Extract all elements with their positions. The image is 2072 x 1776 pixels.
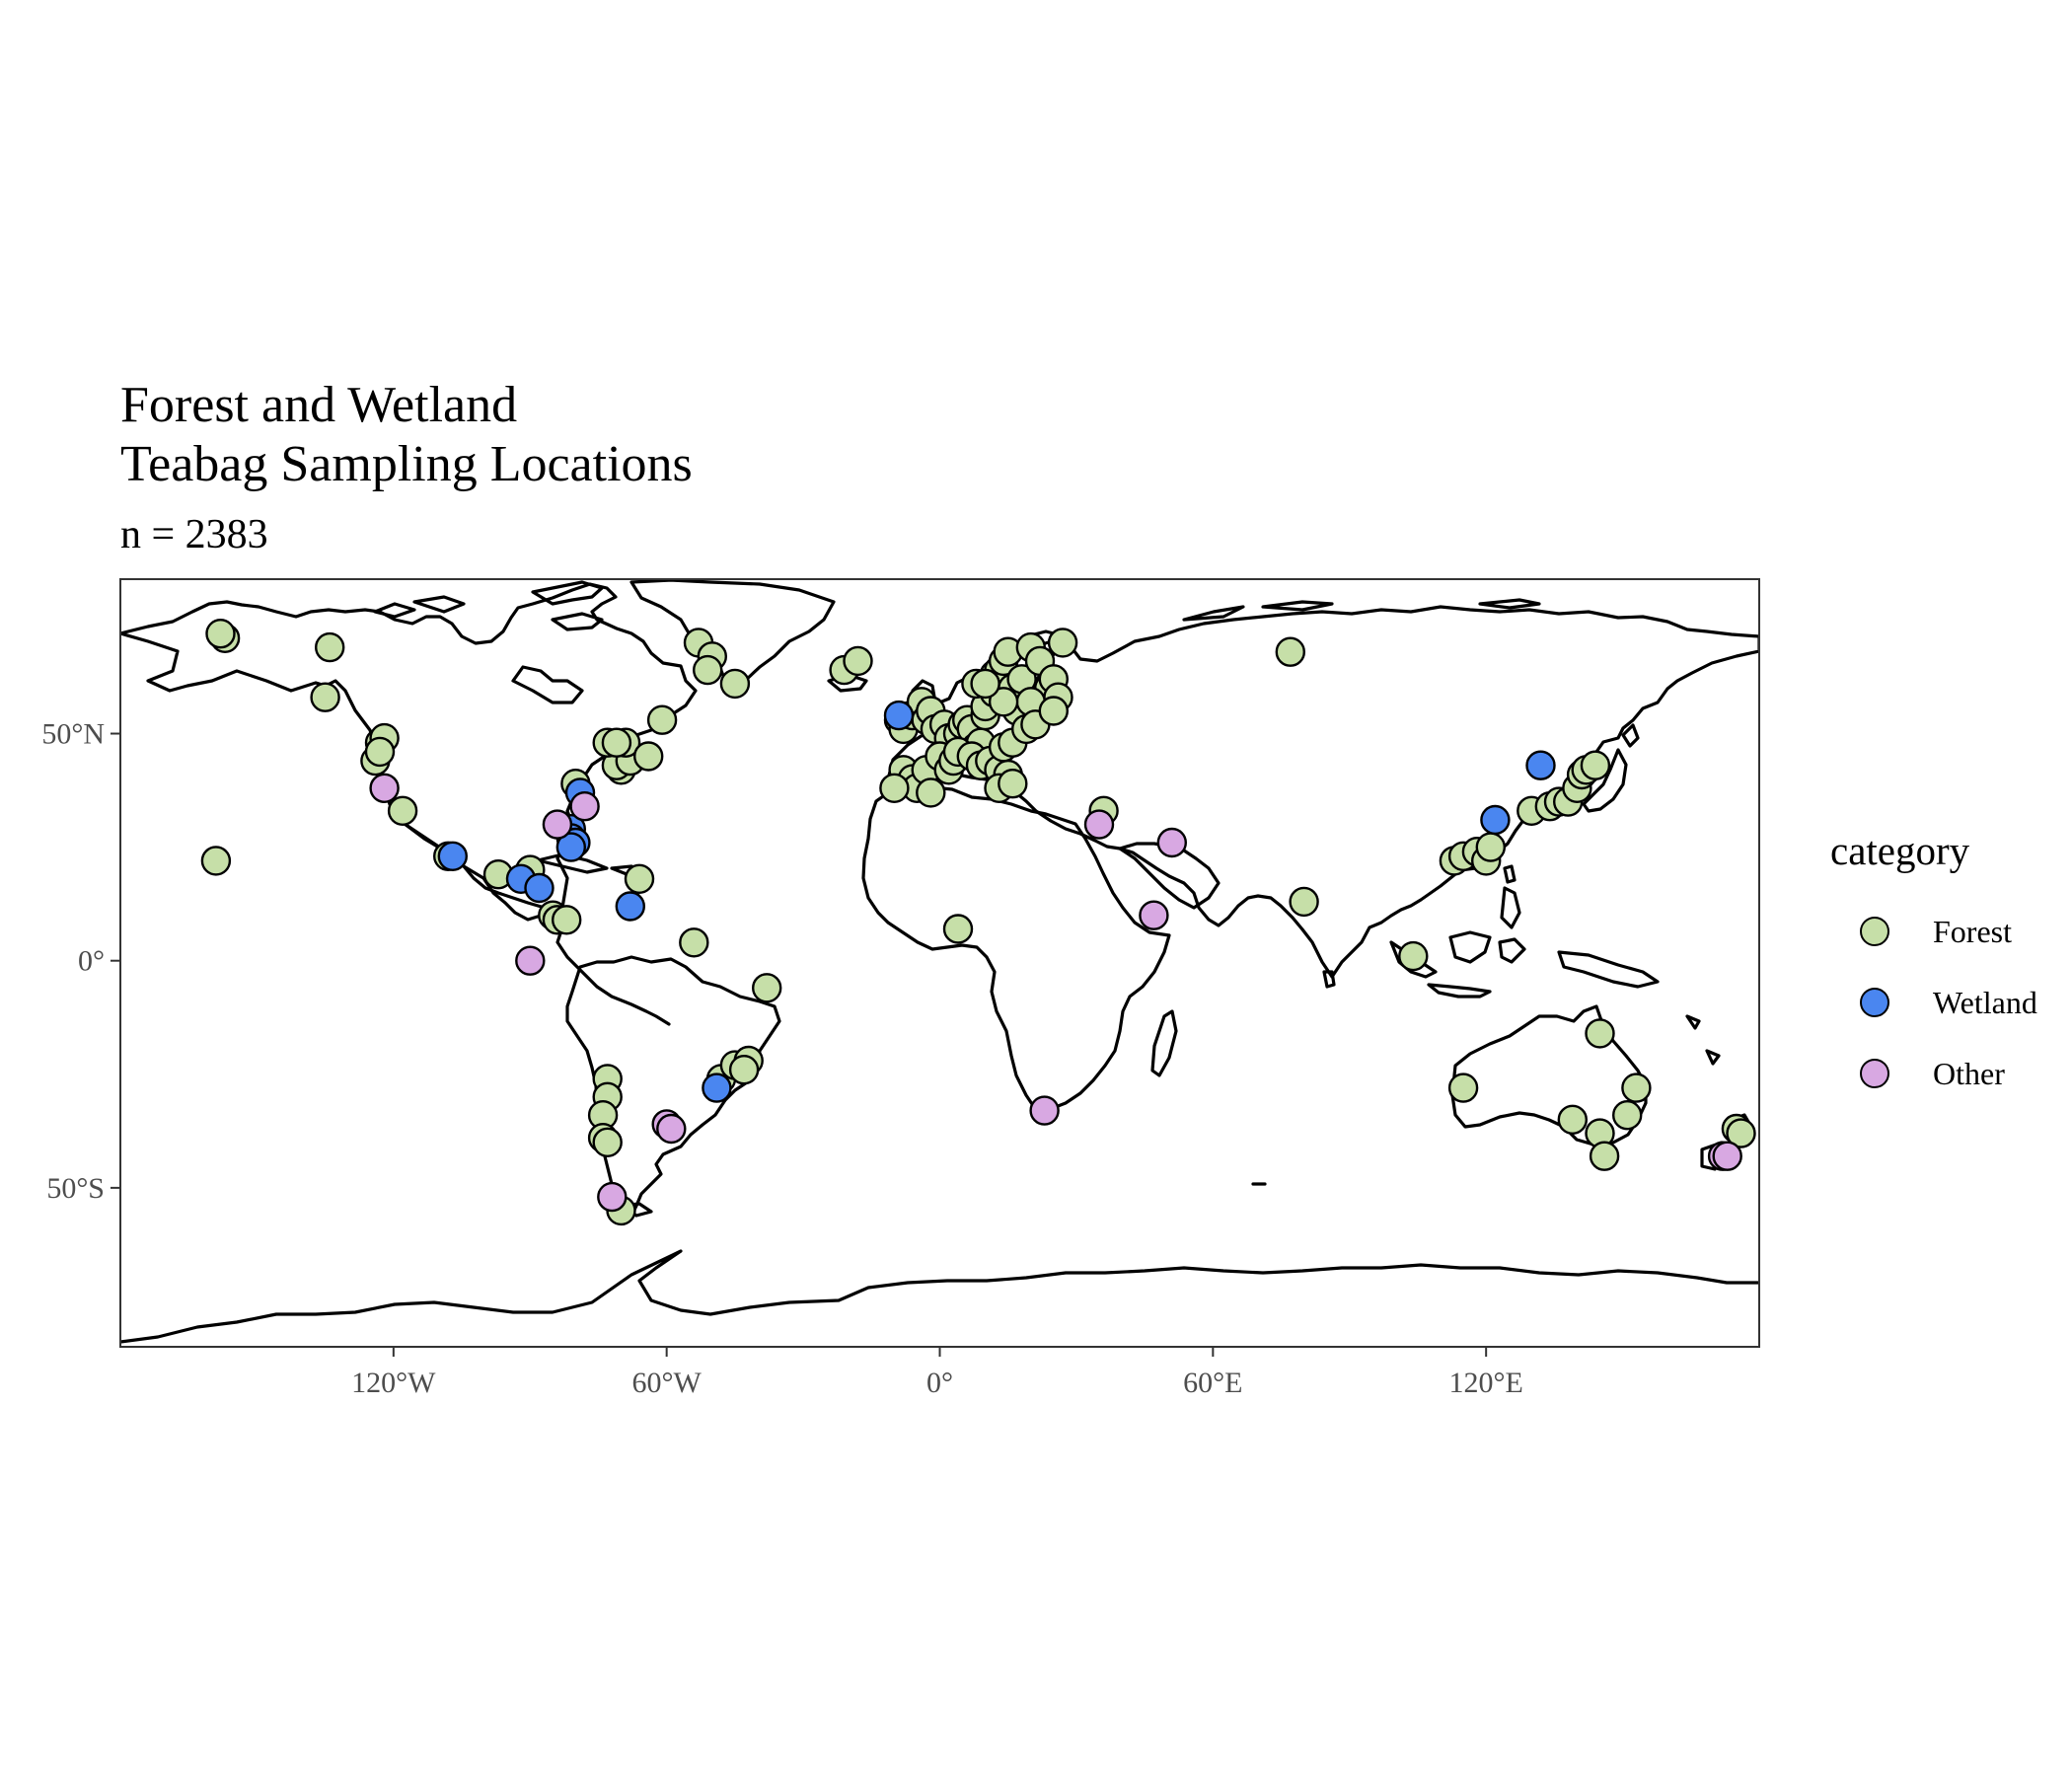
legend-label-wetland: Wetland [1933,984,2037,1020]
coastline-australia [1450,1004,1648,1147]
coastline-arctic-islands-2 [373,580,604,631]
other-point [1712,1141,1742,1171]
sampling-points [200,619,1756,1226]
forest-point [1289,886,1319,918]
wetland-point [1525,750,1556,780]
other-point [1083,809,1115,840]
y-tick-label: 0° [78,945,105,978]
forest-point [1611,1099,1643,1131]
wetland-point [1480,804,1511,836]
coastline-greenland [629,579,836,693]
x-tick-label: 60°W [632,1367,703,1399]
forest-point [1447,1073,1479,1103]
legend-item-other: Other [1830,1038,2037,1109]
other-point [542,809,573,840]
forest-point [988,687,1019,717]
chart-title-line-2: Teabag Sampling Locations [120,436,693,492]
forest-point [1275,636,1306,667]
forest-point [387,795,418,826]
forest-point [200,846,232,876]
other-point [597,1181,628,1213]
coastline-pacific-islands [1251,1014,1721,1186]
x-tick-label: 60°E [1183,1367,1242,1399]
forest-point [1580,750,1611,780]
forest-point [1585,1018,1615,1049]
coastline-indonesia [1389,886,1660,999]
coastline-arctic-russia [1182,598,1541,622]
legend-title: category [1830,828,1970,873]
forest-point [1038,696,1070,726]
forest-point [728,1054,760,1085]
forest-point [970,668,1000,700]
forest-point [592,1127,623,1158]
forest-point [843,645,873,677]
other-point [656,1113,687,1145]
forest-point [633,741,664,772]
legend-item-forest: Forest [1830,896,2037,967]
chart-subtitle: n = 2383 [120,512,268,557]
legend-key-other [1860,1059,1889,1088]
other-point [1156,827,1188,858]
x-tick-label: 120°E [1449,1367,1523,1399]
other-point [1029,1095,1060,1126]
x-tick-label: 0° [926,1367,953,1399]
forest-point [679,927,709,958]
legend-label-other: Other [1933,1055,2005,1091]
wetland-point [702,1073,732,1103]
forest-point [719,668,751,700]
axis-ticks: 120°W 60°W 0° 60°E 120°E 50°N 0° 50°S [41,718,1523,1399]
forest-point [916,777,946,808]
series-forest [200,619,1756,1226]
legend-key-wetland [1860,988,1889,1017]
forest-point [1047,628,1078,658]
forest-point [998,769,1028,799]
chart-title-line-1: Forest and Wetland [120,377,518,433]
other-point [569,791,600,822]
wetland-point [437,841,468,871]
x-tick-label: 120°W [351,1367,436,1399]
legend: category Forest Wetland Other [1830,827,2037,1109]
forest-point [624,863,655,894]
forest-point [693,654,723,686]
legend-label-forest: Forest [1933,913,2012,949]
other-point [1139,900,1169,930]
coastline-sri-lanka-taiwan [1322,864,1517,989]
forest-point [552,905,582,935]
wetland-point [555,832,586,862]
legend-item-wetland: Wetland [1830,967,2037,1038]
legend-key-forest [1860,917,1889,946]
forest-point [1589,1141,1620,1171]
map-panel-background [120,579,1759,1347]
y-tick-label: 50°S [46,1172,105,1205]
forest-point [1726,1118,1756,1148]
coastline-japan [1582,723,1640,813]
forest-point [942,914,974,944]
forest-point [315,631,345,663]
forest-point [601,727,632,758]
y-tick-label: 50°N [41,718,105,751]
wetland-point [615,891,645,922]
forest-point [1621,1073,1652,1103]
forest-point [752,973,782,1003]
wetland-point [524,872,555,904]
forest-point [646,704,678,735]
coastline-antarctica [120,1249,1759,1344]
forest-point [310,682,340,712]
forest-point [364,736,396,768]
forest-point [879,773,910,803]
forest-point [205,619,236,649]
forest-point [1475,832,1507,862]
other-point [515,945,546,976]
series-other [369,773,1742,1213]
forest-point [1398,940,1429,972]
coastline-madagascar [1150,1009,1178,1077]
other-point [369,773,400,803]
coastline-arctic-islands [511,665,584,704]
coastline-africa [861,782,1171,1112]
wetland-point [883,700,915,731]
forest-point [1557,1104,1589,1136]
